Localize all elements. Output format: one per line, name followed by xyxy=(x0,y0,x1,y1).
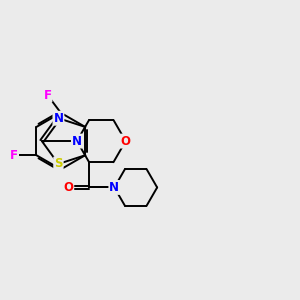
Text: O: O xyxy=(63,181,73,194)
Text: O: O xyxy=(121,135,131,148)
Text: F: F xyxy=(44,88,52,101)
Text: S: S xyxy=(54,158,63,170)
Text: N: N xyxy=(110,181,119,194)
Text: N: N xyxy=(72,135,82,148)
Text: N: N xyxy=(53,112,63,125)
Text: F: F xyxy=(10,149,18,162)
